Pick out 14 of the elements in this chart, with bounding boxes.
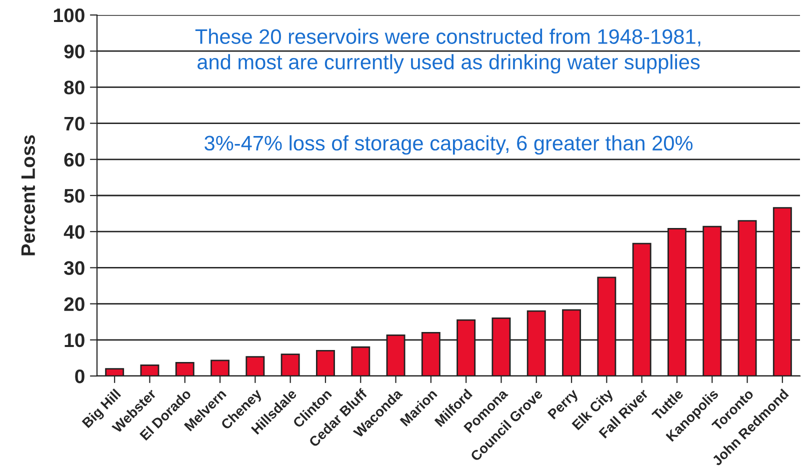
y-axis-title: Percent Loss <box>21 135 36 256</box>
annotation: 3%-47% loss of storage capacity, 6 greater than 20% <box>204 135 693 155</box>
y-tick-label: 100 <box>54 8 84 22</box>
y-tick-label: 90 <box>64 44 84 58</box>
y-tick-label: 80 <box>64 80 84 94</box>
y-tick-label: 30 <box>64 261 84 275</box>
y-tick-label: 70 <box>64 116 84 131</box>
annotation: These 20 reservoirs were constructed from 1948-1981, and most are currently used as drinking water supplies <box>195 28 700 74</box>
y-tick-label: 20 <box>64 297 84 312</box>
y-tick-label: 50 <box>64 188 84 203</box>
y-tick-label: 10 <box>64 333 84 348</box>
y-tick-label: 40 <box>64 225 84 239</box>
y-tick-label: 60 <box>64 152 84 167</box>
y-tick-label: 0 <box>75 369 84 384</box>
